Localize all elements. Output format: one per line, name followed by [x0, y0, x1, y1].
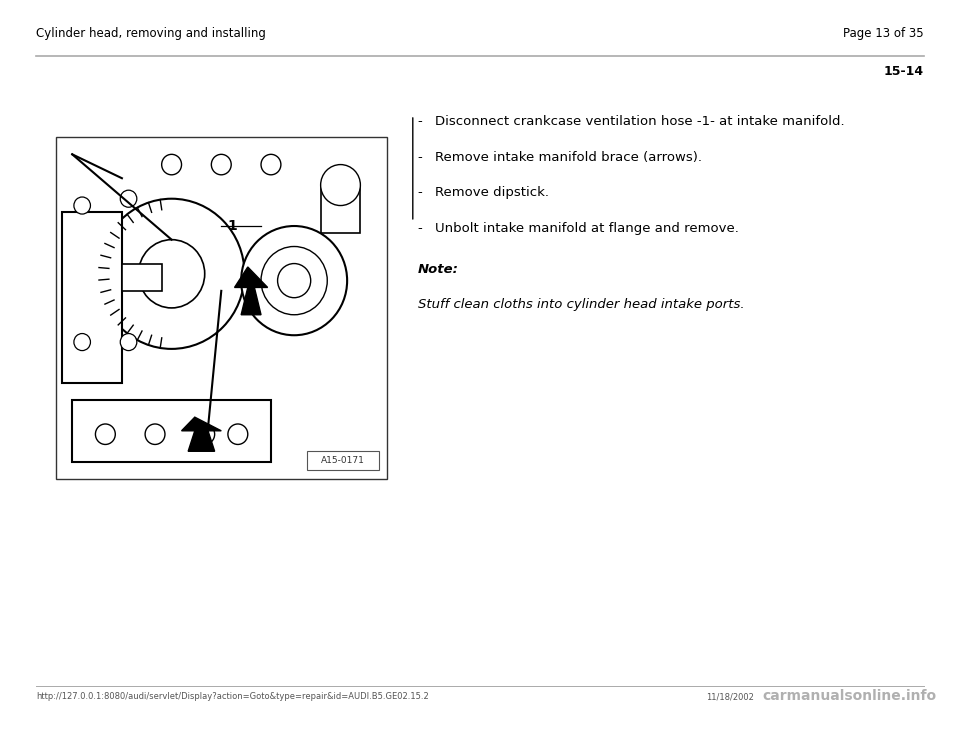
Text: -: - — [418, 222, 422, 235]
Circle shape — [211, 154, 231, 175]
Bar — [62, 212, 122, 383]
Circle shape — [161, 154, 181, 175]
Circle shape — [120, 334, 137, 351]
Text: Note:: Note: — [418, 263, 459, 276]
Text: Remove intake manifold brace (arrows).: Remove intake manifold brace (arrows). — [435, 151, 702, 164]
Text: carmanualsonline.info: carmanualsonline.info — [762, 689, 937, 703]
Text: Unbolt intake manifold at flange and remove.: Unbolt intake manifold at flange and rem… — [435, 222, 739, 235]
Circle shape — [74, 197, 90, 214]
Bar — [56, 137, 387, 479]
Text: Stuff clean cloths into cylinder head intake ports.: Stuff clean cloths into cylinder head in… — [418, 298, 744, 312]
Text: -: - — [418, 186, 422, 200]
Bar — [321, 185, 360, 233]
Text: http://127.0.0.1:8080/audi/servlet/Display?action=Goto&type=repair&id=AUDI.B5.GE: http://127.0.0.1:8080/audi/servlet/Displ… — [36, 692, 429, 701]
Circle shape — [228, 424, 248, 444]
Text: Page 13 of 35: Page 13 of 35 — [843, 27, 924, 41]
Circle shape — [74, 334, 90, 351]
Circle shape — [99, 199, 245, 349]
Circle shape — [321, 165, 360, 206]
Circle shape — [120, 190, 137, 207]
Text: 11/18/2002: 11/18/2002 — [706, 692, 754, 701]
Text: Disconnect crankcase ventilation hose -1- at intake manifold.: Disconnect crankcase ventilation hose -1… — [435, 115, 845, 128]
Polygon shape — [234, 267, 268, 315]
Circle shape — [241, 226, 348, 335]
Text: A15-0171: A15-0171 — [322, 456, 365, 465]
Text: 1: 1 — [228, 219, 238, 233]
Circle shape — [195, 424, 215, 444]
Circle shape — [95, 424, 115, 444]
Circle shape — [277, 263, 311, 298]
Text: Remove dipstick.: Remove dipstick. — [435, 186, 549, 200]
Bar — [307, 451, 379, 470]
Circle shape — [145, 424, 165, 444]
Bar — [122, 263, 161, 291]
Circle shape — [261, 246, 327, 315]
Text: 15-14: 15-14 — [883, 65, 924, 79]
Text: Cylinder head, removing and installing: Cylinder head, removing and installing — [36, 27, 266, 41]
Polygon shape — [181, 417, 221, 451]
Text: -: - — [418, 115, 422, 128]
Bar — [72, 400, 271, 462]
Text: -: - — [418, 151, 422, 164]
Circle shape — [138, 240, 204, 308]
Circle shape — [261, 154, 281, 175]
